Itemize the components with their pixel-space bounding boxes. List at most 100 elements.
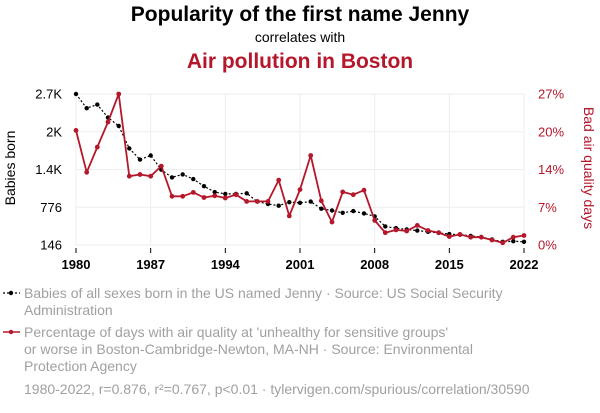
data-point-air-pollution: [404, 228, 410, 234]
data-point-air-pollution: [393, 227, 399, 233]
gridlines: [75, 93, 525, 246]
y-tick-label-left: 146: [40, 238, 62, 253]
y-axis-label-left: Babies born: [2, 131, 18, 206]
data-point-babies: [276, 203, 281, 208]
data-point-babies: [169, 175, 175, 180]
data-point-babies: [415, 228, 420, 233]
legend-text-air-line3: Protection Agency: [24, 358, 137, 374]
data-point-babies: [383, 224, 388, 229]
data-point-air-pollution: [126, 173, 132, 179]
data-point-babies: [244, 191, 249, 196]
legend-item-air-pollution: Percentage of days with air quality at '…: [3, 324, 473, 374]
data-point-air-pollution: [116, 91, 122, 97]
data-point-air-pollution: [500, 240, 506, 246]
data-point-babies: [84, 106, 89, 111]
y-axis-label-right: Bad air quality days: [581, 107, 597, 229]
data-point-babies: [212, 189, 217, 195]
legend-text-air-line1: Percentage of days with air quality at '…: [24, 324, 448, 340]
data-point-air-pollution: [372, 218, 378, 223]
chart-title-secondary: Air pollution in Boston: [187, 50, 413, 73]
data-point-air-pollution: [478, 234, 484, 240]
data-point-air-pollution: [521, 233, 527, 238]
y-tick-label-left: 2.7K: [35, 87, 62, 102]
axes: 146 0% 776 7% 1.4K 14% 2K 20% 2.7K 27% 1980 1987 199…: [35, 87, 564, 273]
data-point-air-pollution: [94, 144, 100, 150]
data-point-air-pollution: [308, 153, 314, 158]
data-point-babies: [340, 210, 345, 215]
data-point-babies: [148, 153, 153, 158]
x-tick-label: 2015: [435, 257, 464, 272]
data-point-babies: [201, 184, 207, 189]
data-point-air-pollution: [276, 177, 282, 183]
x-tick-label: 1994: [211, 257, 241, 272]
data-point-babies: [319, 206, 324, 211]
x-tick-label: 2001: [286, 257, 315, 272]
legend-item-babies: Babies of all sexes born in the US named…: [3, 285, 503, 318]
data-point-air-pollution: [254, 199, 260, 204]
series-group: [73, 91, 527, 246]
data-point-babies: [287, 200, 292, 205]
x-tick-label: 1980: [62, 257, 91, 272]
chart-subtitle: correlates with: [255, 29, 345, 45]
y-tick-label-right: 14%: [538, 162, 564, 177]
data-point-air-pollution: [425, 228, 431, 233]
y-tick-label-right: 7%: [538, 200, 557, 215]
data-point-babies: [127, 146, 132, 151]
legend-text-babies-line1: Babies of all sexes born in the US named…: [24, 285, 503, 301]
legend-marker-air-dot: [8, 329, 14, 335]
data-point-babies: [297, 200, 303, 205]
x-tick-label: 2022: [510, 257, 539, 272]
data-point-air-pollution: [244, 199, 250, 204]
data-point-air-pollution: [414, 223, 420, 228]
data-point-air-pollution: [382, 230, 388, 236]
data-point-air-pollution: [446, 234, 452, 240]
x-tick-label: 1987: [136, 257, 165, 272]
footer-stats: 1980-2022, r=0.876, r²=0.767, p<0.01 · t…: [24, 381, 530, 397]
data-point-babies: [361, 211, 367, 216]
legend-marker-babies-dot: [8, 290, 14, 296]
data-point-air-pollution: [361, 187, 367, 193]
data-point-air-pollution: [286, 213, 292, 219]
data-point-air-pollution: [457, 232, 463, 237]
data-point-air-pollution: [169, 193, 175, 199]
x-tick-label: 2008: [360, 257, 389, 272]
y-tick-label-left: 776: [40, 200, 62, 215]
data-point-air-pollution: [137, 172, 143, 177]
data-point-babies: [511, 239, 516, 244]
y-tick-label-right: 20%: [538, 124, 564, 139]
y-tick-label-right: 0%: [538, 238, 557, 253]
data-point-air-pollution: [297, 187, 303, 193]
data-point-babies: [223, 191, 228, 197]
data-point-babies: [191, 176, 196, 182]
legend-text-babies-line2: Administration: [24, 302, 113, 318]
data-point-babies: [73, 91, 79, 97]
data-point-air-pollution: [318, 198, 324, 204]
data-point-air-pollution: [158, 163, 164, 169]
data-point-babies: [308, 199, 313, 204]
data-point-air-pollution: [510, 234, 516, 240]
legend: Babies of all sexes born in the US named…: [3, 285, 503, 374]
data-point-babies: [137, 157, 143, 162]
data-point-air-pollution: [468, 234, 474, 240]
data-point-air-pollution: [105, 119, 111, 125]
data-point-air-pollution: [329, 219, 335, 225]
data-point-air-pollution: [84, 169, 90, 175]
data-point-air-pollution: [265, 199, 271, 204]
data-point-air-pollution: [73, 127, 79, 133]
data-point-air-pollution: [201, 195, 207, 200]
data-point-babies: [351, 208, 356, 214]
y-tick-label-left: 2K: [46, 124, 62, 139]
legend-text-air-line2: or worse in Boston-Cambridge-Newton, MA-…: [24, 341, 473, 357]
data-point-babies: [95, 102, 100, 107]
data-point-air-pollution: [350, 192, 356, 198]
data-point-air-pollution: [233, 192, 239, 198]
chart-title: Popularity of the first name Jenny: [131, 3, 470, 26]
data-point-air-pollution: [340, 189, 346, 195]
data-point-babies: [521, 239, 527, 244]
data-point-air-pollution: [148, 173, 154, 179]
data-point-air-pollution: [222, 195, 228, 201]
data-point-air-pollution: [489, 237, 495, 243]
data-point-babies: [180, 172, 185, 177]
data-point-babies: [329, 208, 335, 213]
